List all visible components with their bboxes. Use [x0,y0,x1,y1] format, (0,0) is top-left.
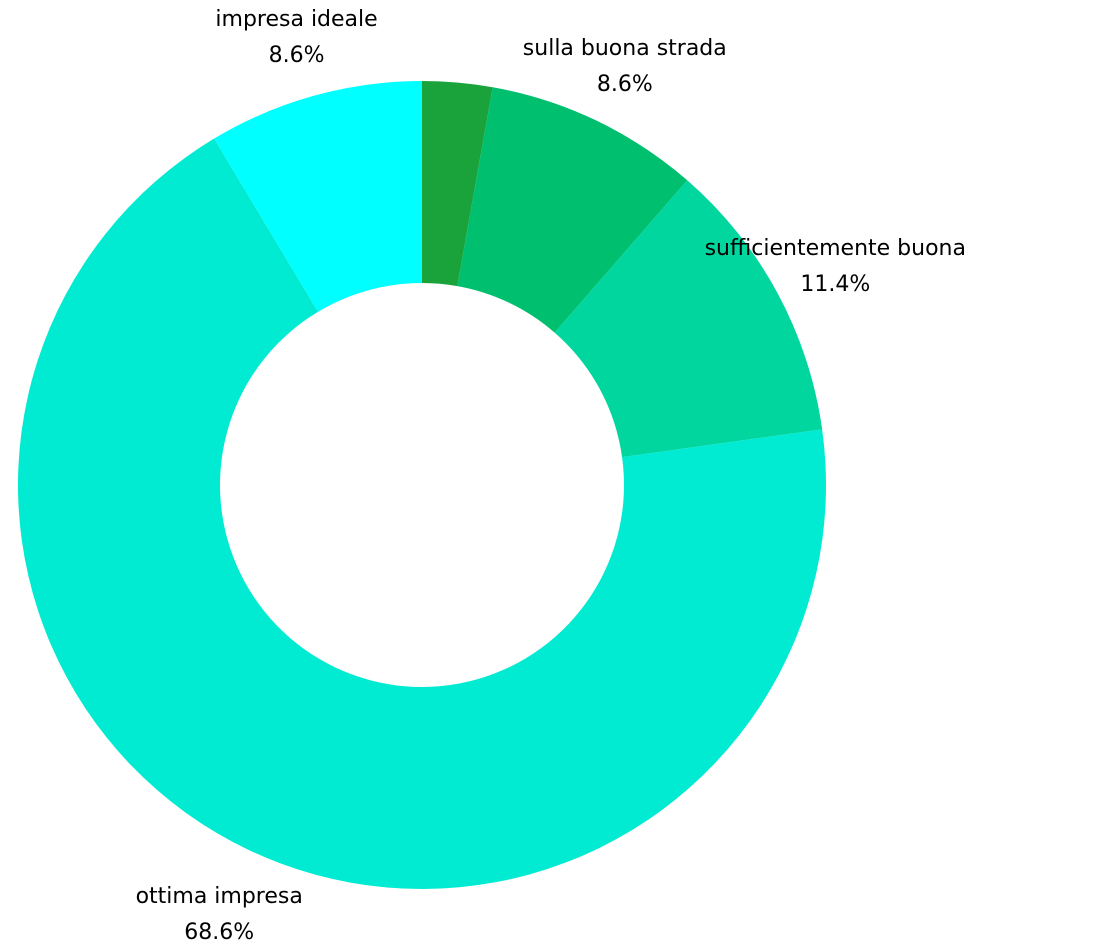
slice-label-2: sufficientemente buona 11.4% [705,236,966,297]
slice-3 [17,138,826,890]
slice-label-name: sufficientemente buona [705,236,966,261]
slice-label-4: impresa ideale 8.6% [215,7,377,68]
slice-label-3: ottima impresa 68.6% [136,884,303,945]
slice-2 [554,180,823,458]
slice-label-percent: 8.6% [597,72,653,97]
slice-0 [422,81,493,287]
donut-slices [17,81,826,890]
slice-1 [457,87,688,333]
slice-label-name: ottima impresa [136,884,303,909]
slice-label-percent: 11.4% [800,272,870,297]
slice-label-percent: 68.6% [184,920,254,945]
slice-labels: sulla buona strada 8.6% sufficientemente b… [136,7,966,945]
slice-label-percent: 8.6% [269,43,325,68]
slice-label-name: sulla buona strada [523,36,727,61]
slice-4 [214,81,422,312]
slice-label-1: sulla buona strada 8.6% [523,36,727,97]
slice-label-name: impresa ideale [215,7,377,32]
